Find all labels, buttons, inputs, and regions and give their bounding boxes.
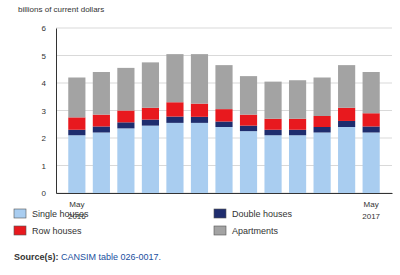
series [68, 123, 379, 193]
y-tick-label: 4 [42, 79, 47, 88]
bar-segment [363, 113, 380, 126]
y-tick: 3 [42, 107, 56, 116]
bar-segment [264, 119, 281, 130]
bar-segment [264, 130, 281, 136]
y-tick-label: 2 [42, 134, 47, 143]
y-tick: 6 [42, 24, 56, 33]
bar-segment [215, 122, 232, 128]
y-tick-label: 1 [42, 162, 47, 171]
bar-segment [215, 109, 232, 121]
bar-segment [363, 72, 380, 113]
y-tick-label: 6 [42, 24, 47, 33]
bar-segment [338, 108, 355, 121]
y-tick: 4 [42, 79, 56, 88]
bar-segment [191, 117, 208, 123]
bar-segment [117, 111, 134, 123]
legend-swatch [214, 226, 226, 235]
bar-segment [289, 80, 306, 119]
bar-segment [68, 117, 85, 129]
bar-segment [191, 123, 208, 193]
bar-segment [289, 130, 306, 136]
y-tick-label: 3 [42, 107, 47, 116]
bar-segment [264, 135, 281, 193]
bar-segment [289, 135, 306, 193]
bar-segment [93, 72, 110, 115]
bar-segment [142, 108, 159, 120]
grid-line [56, 55, 392, 56]
bar-segment [68, 78, 85, 118]
bar-segment [314, 127, 331, 133]
bar-segment [264, 82, 281, 119]
legend-item: Double houses [214, 209, 293, 219]
legend-label: Single houses [32, 209, 89, 219]
source: Source(s): CANSIM table 026-0017. [14, 252, 161, 262]
x-tick: May2017 [362, 193, 380, 221]
bar-segment [363, 126, 380, 132]
bar-segment [314, 116, 331, 127]
bar-segment [166, 102, 183, 116]
legend-item: Apartments [214, 226, 279, 236]
bar-segment [166, 54, 183, 102]
bar-segment [363, 133, 380, 194]
bar-segment [240, 131, 257, 193]
y-tick: 0 [42, 189, 56, 198]
legend-swatch [214, 209, 226, 218]
grid-line [56, 28, 392, 29]
bar-segment [68, 135, 85, 193]
legend-item: Row houses [14, 226, 82, 236]
x-axis-line [57, 193, 393, 194]
y-tick: 2 [42, 134, 56, 143]
y-axis-title: billions of current dollars [18, 5, 104, 14]
bar-segment [142, 126, 159, 193]
bar-segment [191, 54, 208, 104]
x-axis: May2016May2017 [57, 193, 393, 221]
bar-segment [166, 123, 183, 193]
y-tick: 5 [42, 52, 56, 61]
bar-segment [215, 127, 232, 193]
bar-segment [117, 122, 134, 128]
bar-segment [117, 128, 134, 193]
y-axis: 0 1 2 3 4 5 6 [42, 24, 57, 198]
plot: 0 1 2 3 4 5 6 May2016May2017 [42, 24, 393, 221]
bar-segment [142, 120, 159, 126]
bar-segment [240, 126, 257, 132]
bar-segment [68, 130, 85, 136]
bar-segment [93, 126, 110, 132]
series [68, 54, 379, 119]
y-tick-label: 5 [42, 52, 47, 61]
legend-label: Apartments [232, 226, 279, 236]
legend-swatch [14, 209, 26, 218]
y-axis-line [56, 29, 57, 194]
bar-segment [338, 65, 355, 108]
x-tick-label: May2017 [362, 200, 380, 222]
bar-segment [166, 117, 183, 123]
legend-label: Row houses [32, 226, 82, 236]
legend: Single houses Double houses Row houses Apar… [14, 209, 293, 236]
bar-segment [117, 68, 134, 111]
bar-segment [191, 104, 208, 117]
bar-segment [93, 115, 110, 127]
bar-segment [93, 133, 110, 194]
bar-segment [142, 62, 159, 107]
bar-segment [338, 121, 355, 127]
y-tick: 1 [42, 162, 56, 171]
y-tick-label: 0 [42, 189, 47, 198]
legend-item: Single houses [14, 209, 89, 219]
chart: 0 1 2 3 4 5 6 May2016May2017 billions of current… [0, 0, 400, 275]
bar-segment [338, 127, 355, 193]
grid [56, 28, 392, 193]
bar-segment [314, 78, 331, 117]
bar-segment [240, 76, 257, 115]
bar-segment [314, 133, 331, 194]
legend-label: Double houses [232, 209, 293, 219]
legend-swatch [14, 226, 26, 235]
bar-segment [240, 115, 257, 126]
bar-segment [215, 65, 232, 109]
bar-segment [289, 119, 306, 130]
bars [68, 54, 379, 193]
